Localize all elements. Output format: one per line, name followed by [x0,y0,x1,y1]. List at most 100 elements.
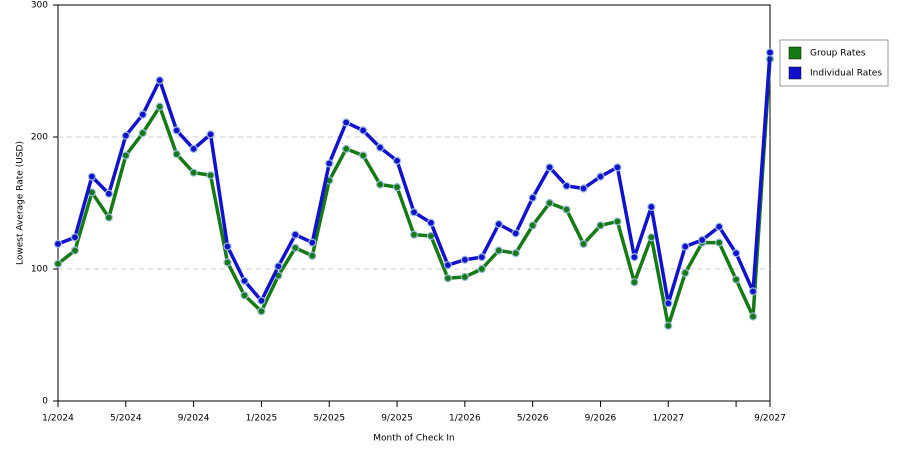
data-point [325,159,334,168]
data-point [274,262,283,271]
y-tick-label: 100 [31,265,48,275]
data-point [528,193,537,202]
x-tick-label: 5/2026 [517,414,549,424]
data-point [460,255,469,264]
legend-swatch [788,46,802,60]
data-point [189,168,198,177]
data-point [511,249,520,258]
x-tick-label: 1/2027 [652,414,684,424]
legend-swatch [788,66,802,80]
y-axis-label: Lowest Average Rate (USD) [16,141,26,265]
data-point [155,102,164,111]
data-point [748,312,758,321]
data-point [596,172,605,181]
data-point [53,259,63,268]
data-point [308,238,317,247]
data-point [528,221,537,230]
data-point [308,251,317,260]
data-point [138,128,147,138]
x-tick-label: 5/2024 [110,414,142,424]
data-point [206,171,215,180]
data-point [715,238,724,247]
data-point [545,163,554,172]
data-point [257,296,266,305]
data-point [426,218,436,227]
data-point [240,276,249,285]
data-point [511,229,520,238]
data-point [765,48,775,57]
y-tick-label: 0 [42,397,48,407]
data-point [240,291,249,300]
data-point [647,202,656,212]
data-point [494,246,503,255]
data-point [53,239,63,249]
data-point [409,208,419,217]
plot-area [57,4,771,402]
data-point [342,118,351,127]
x-tick-label: 1/2024 [42,414,74,424]
data-point [138,110,147,119]
data-point [155,76,164,85]
data-point [477,264,486,274]
data-point [375,180,385,189]
x-tick-label: 9/2025 [381,414,413,424]
data-point [681,242,690,251]
data-point [630,253,639,262]
data-point [562,205,571,214]
data-point [70,246,80,255]
data-point [731,275,741,284]
data-point [698,235,707,245]
data-point [494,220,503,229]
data-point [596,221,605,230]
data-point [223,242,232,251]
data-point [87,172,97,181]
data-point [460,272,469,282]
data-point [579,184,588,193]
data-point [647,233,656,242]
x-tick-label: 9/2027 [754,414,786,424]
data-point [257,307,266,316]
data-point [291,230,300,239]
data-point [409,230,419,239]
data-point [104,189,113,198]
data-point [579,239,588,249]
data-point [613,217,622,226]
y-tick-label: 300 [31,1,48,11]
data-point [375,143,385,152]
data-point [731,249,741,258]
data-point [359,151,368,160]
x-tick-label: 1/2025 [246,414,278,424]
data-point [291,243,300,252]
data-point [664,299,673,308]
data-point [748,287,758,296]
data-point [392,183,402,192]
data-point [189,144,198,153]
data-point [477,253,486,262]
data-point [443,260,453,270]
data-point [121,131,130,140]
data-point [630,278,639,287]
legend-label: Individual Rates [810,69,882,79]
data-point [664,321,673,330]
data-point [545,198,554,208]
x-tick-label: 5/2025 [313,414,345,424]
data-point [70,233,80,242]
data-point [359,126,368,135]
x-tick-label: 1/2026 [449,414,481,424]
data-point [392,156,402,165]
x-tick-label: 9/2024 [178,414,210,424]
x-axis-label: Month of Check In [373,434,455,444]
data-point [562,181,571,190]
data-point [223,258,232,267]
legend-label: Group Rates [810,49,866,59]
data-point [206,130,215,139]
data-point [104,213,113,222]
data-point [172,126,181,135]
data-point [613,163,622,172]
data-point [172,150,181,159]
data-point [681,268,690,278]
data-point [443,274,453,283]
data-point [121,151,130,160]
data-point [715,222,724,231]
